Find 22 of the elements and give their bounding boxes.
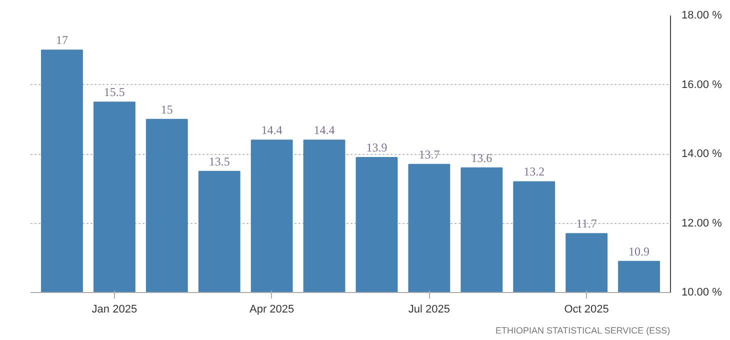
y-tick-label: 18.00 % (682, 10, 722, 22)
data-label: 13.5 (208, 154, 230, 168)
data-label: 14.4 (314, 123, 335, 138)
data-label: 10.9 (628, 244, 650, 258)
data-label: 14.4 (261, 123, 282, 138)
x-tick-label: Apr 2025 (249, 304, 294, 316)
data-label: 13.6 (471, 150, 492, 165)
y-tick-label: 10.00 % (682, 286, 722, 298)
data-label: 15.5 (104, 85, 125, 100)
y-tick-label: 16.00 % (682, 78, 722, 91)
data-label: 13.7 (418, 147, 440, 162)
x-tick-label: Jan 2025 (92, 304, 138, 316)
data-label: 17 (56, 33, 68, 48)
y-tick-label: 12.00 % (682, 217, 722, 230)
data-label: 11.7 (576, 216, 597, 231)
text: ETHIOPIAN STATISTICAL SERVICE (ESS) (495, 326, 670, 336)
y-tick-label: 14.00 % (682, 148, 722, 160)
data-label: 13.9 (366, 140, 388, 154)
x-tick-label: Jul 2025 (408, 304, 450, 316)
data-label: 15 (160, 102, 173, 116)
data-label: 13.2 (524, 164, 545, 179)
x-tick-label: Oct 2025 (564, 304, 609, 316)
